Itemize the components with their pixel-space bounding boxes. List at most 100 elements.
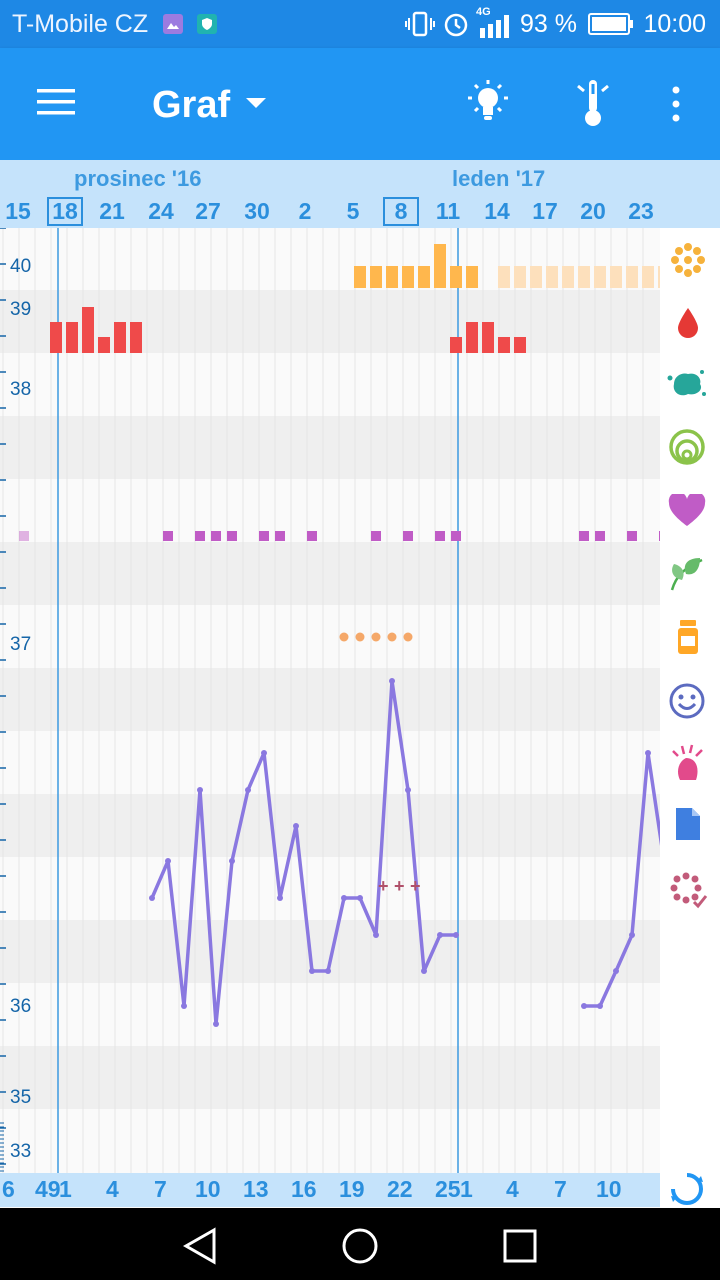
more-vert-icon[interactable] (668, 86, 684, 122)
battery-icon (588, 13, 633, 35)
cycle-day-label: 7 (554, 1176, 567, 1202)
period-bar (130, 322, 142, 353)
chart-band (0, 1046, 660, 1109)
battery-percent: 93 % (520, 10, 577, 38)
temperature-point (309, 968, 315, 974)
pain-icon[interactable] (670, 744, 706, 782)
cycle-day-label: 13 (243, 1176, 269, 1202)
clock: 10:00 (643, 10, 706, 38)
recents-icon[interactable] (500, 1226, 540, 1266)
day-label[interactable]: 23 (628, 198, 654, 224)
day-label[interactable]: 15 (5, 198, 31, 224)
blood-drop-icon[interactable] (674, 306, 702, 340)
shield-notification-icon (197, 14, 217, 34)
temperature-point (453, 932, 459, 938)
y-axis-label: 33 (10, 1141, 32, 1162)
fertile-predicted-bar (642, 266, 654, 288)
day-label[interactable]: 14 (484, 198, 510, 224)
fertile-predicted-bar (610, 266, 622, 288)
intercourse-marker (275, 531, 285, 541)
fertile-bar (466, 266, 478, 288)
intercourse-marker (211, 531, 221, 541)
temperature-point (597, 1003, 603, 1009)
temperature-point (245, 787, 251, 793)
cycle-day-label: 7 (154, 1176, 167, 1202)
day-label[interactable]: 20 (580, 198, 606, 224)
ovulation-dot (387, 632, 397, 642)
intercourse-marker (451, 531, 461, 541)
day-label[interactable]: 17 (532, 198, 558, 224)
fertile-predicted-bar (578, 266, 590, 288)
temperature-point (389, 678, 395, 684)
ovulation-dot (339, 632, 349, 642)
dropdown-arrow-icon[interactable] (244, 96, 268, 110)
month-label-january: leden '17 (452, 166, 546, 191)
day-label-today-marker[interactable]: 18 (47, 197, 83, 226)
intercourse-marker (307, 531, 317, 541)
day-label[interactable]: 30 (244, 198, 270, 224)
fertile-predicted-bar (530, 266, 542, 288)
intercourse-marker (163, 531, 173, 541)
home-icon[interactable] (340, 1226, 380, 1266)
status-bar: T-Mobile CZ 4G 93 % 10:00 (0, 0, 720, 48)
temperature-point (197, 787, 203, 793)
day-label-selected[interactable]: 8 (383, 197, 419, 226)
menu-icon[interactable] (36, 86, 76, 118)
lightbulb-icon[interactable] (466, 78, 510, 128)
temperature-point (181, 1003, 187, 1009)
chart-band (0, 542, 660, 605)
vibrate-icon (405, 11, 435, 37)
fertile-bar (386, 266, 398, 288)
cycle-day-label: 4 (106, 1176, 119, 1202)
day-label[interactable]: 5 (346, 198, 360, 224)
cycle-day-label: 1 (460, 1176, 473, 1202)
temperature-line (150, 679, 456, 1026)
sync-icon[interactable] (670, 1172, 704, 1206)
temperature-chart[interactable] (0, 228, 660, 1173)
cycle-day-label: 25 (435, 1176, 461, 1202)
heart-icon[interactable] (668, 494, 706, 528)
chart-band (0, 668, 660, 731)
leaf-icon[interactable] (668, 556, 706, 592)
intercourse-marker (659, 531, 660, 541)
gallery-notification-icon (163, 14, 183, 34)
intercourse-marker (227, 531, 237, 541)
screen-title[interactable]: Graf (152, 84, 231, 126)
day-label[interactable]: 21 (99, 198, 125, 224)
smiley-icon[interactable] (668, 682, 706, 720)
note-icon[interactable] (674, 806, 702, 842)
y-axis-label: 36 (10, 996, 32, 1017)
temperature-point (341, 895, 347, 901)
day-label[interactable]: 2 (298, 198, 312, 224)
chart-band (0, 416, 660, 479)
fertile-predicted-bar (562, 266, 574, 288)
medication-check-icon[interactable] (668, 870, 708, 910)
cycle-day-label: 16 (291, 1176, 317, 1202)
temperature-point (405, 787, 411, 793)
chart-band (0, 794, 660, 857)
intercourse-marker (595, 531, 605, 541)
day-label[interactable]: 24 (148, 198, 174, 224)
period-bar (66, 322, 78, 353)
cycle-day-label: 10 (596, 1176, 622, 1202)
day-label[interactable]: 11 (435, 198, 461, 224)
temperature-point (293, 823, 299, 829)
intercourse-marker (627, 531, 637, 541)
period-bar (98, 337, 110, 353)
back-icon[interactable] (180, 1226, 220, 1266)
splash-icon[interactable] (666, 368, 706, 400)
cervix-icon[interactable] (668, 428, 706, 466)
fertile-predicted-bar (594, 266, 606, 288)
temperature-point (325, 968, 331, 974)
intercourse-marker (371, 531, 381, 541)
y-axis-label: 38 (10, 379, 32, 400)
flower-icon[interactable] (670, 242, 706, 278)
fertile-predicted-bar (626, 266, 638, 288)
thermometer-icon[interactable] (574, 78, 612, 128)
pill-bottle-icon[interactable] (676, 618, 700, 656)
y-axis-label: 39 (10, 299, 32, 320)
month-label-december: prosinec '16 (74, 166, 202, 191)
cycle-day-label: 22 (387, 1176, 413, 1202)
day-label[interactable]: 27 (195, 198, 221, 224)
cycle-day-label: 49 (35, 1176, 61, 1202)
